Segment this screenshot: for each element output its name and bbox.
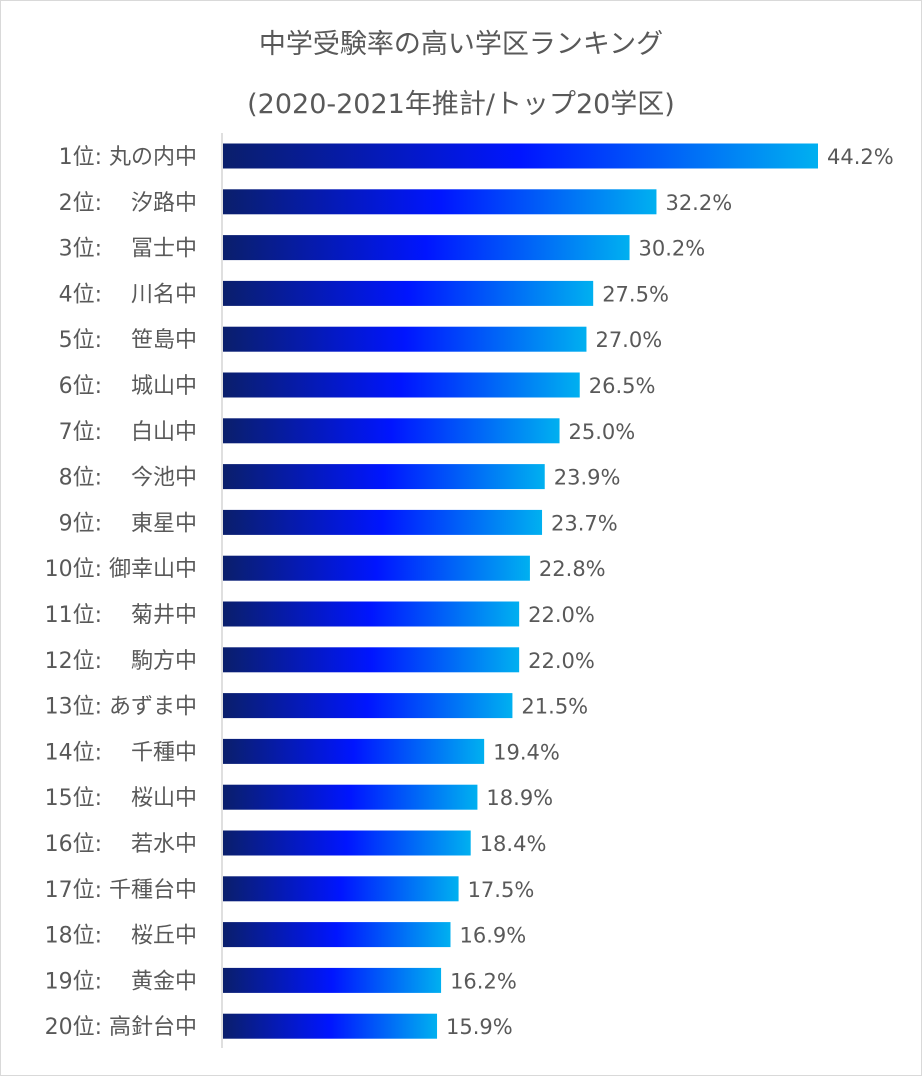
data-label: 27.5% bbox=[602, 282, 669, 306]
category-label: 8位: 今池中 bbox=[59, 466, 197, 491]
category-label: 4位: 川名中 bbox=[59, 282, 197, 307]
category-label: 6位: 城山中 bbox=[59, 374, 197, 399]
data-label: 18.4% bbox=[480, 832, 547, 856]
category-label: 2位: 汐路中 bbox=[59, 191, 197, 216]
bar bbox=[223, 326, 587, 352]
category-label: 9位: 東星中 bbox=[59, 511, 197, 536]
bar bbox=[223, 830, 471, 856]
data-label: 21.5% bbox=[521, 695, 588, 719]
data-label: 27.0% bbox=[595, 328, 662, 352]
category-label: 5位: 笹島中 bbox=[59, 328, 197, 353]
bar bbox=[223, 784, 478, 810]
category-label: 18位: 桜丘中 bbox=[45, 924, 197, 949]
category-label: 13位: あずま中 bbox=[45, 695, 197, 720]
category-label: 10位: 御幸山中 bbox=[45, 557, 197, 582]
data-label: 32.2% bbox=[665, 191, 732, 215]
category-label: 3位: 冨士中 bbox=[59, 237, 197, 262]
category-label: 12位: 駒方中 bbox=[45, 649, 197, 674]
data-label: 22.0% bbox=[528, 603, 595, 627]
chart-title: 中学受験率の高い学区ランキング bbox=[258, 29, 664, 60]
chart-subtitle: (2020-2021年推計/トップ20学区) bbox=[247, 89, 675, 120]
bar bbox=[223, 738, 485, 764]
data-label: 23.7% bbox=[551, 511, 618, 535]
bar bbox=[223, 555, 530, 581]
category-label: 17位: 千種台中 bbox=[45, 878, 197, 903]
bar bbox=[223, 235, 630, 261]
data-label: 16.9% bbox=[460, 924, 527, 948]
bar bbox=[223, 372, 580, 398]
category-label: 7位: 白山中 bbox=[59, 420, 197, 445]
category-label: 15位: 桜山中 bbox=[45, 786, 197, 811]
bar bbox=[223, 418, 560, 444]
category-label: 11位: 菊井中 bbox=[45, 603, 197, 628]
bar bbox=[223, 647, 520, 673]
bar bbox=[223, 1013, 438, 1039]
data-label: 18.9% bbox=[486, 786, 553, 810]
category-label: 14位: 千種中 bbox=[45, 740, 197, 765]
bar bbox=[223, 693, 513, 719]
data-label: 22.8% bbox=[539, 557, 606, 581]
data-label: 26.5% bbox=[589, 374, 656, 398]
bar bbox=[223, 509, 543, 535]
bar bbox=[223, 189, 657, 215]
bar bbox=[223, 876, 459, 902]
category-label: 16位: 若水中 bbox=[45, 832, 197, 857]
category-label: 1位: 丸の内中 bbox=[59, 145, 197, 170]
data-label: 16.2% bbox=[450, 969, 517, 993]
data-label: 23.9% bbox=[554, 466, 621, 490]
bar bbox=[223, 280, 594, 306]
data-label: 25.0% bbox=[569, 420, 636, 444]
bar bbox=[223, 601, 520, 627]
data-label: 30.2% bbox=[639, 237, 706, 261]
data-label: 19.4% bbox=[493, 740, 560, 764]
data-label: 15.9% bbox=[446, 1015, 513, 1039]
category-label: 19位: 黄金中 bbox=[45, 969, 197, 994]
data-label: 17.5% bbox=[468, 878, 535, 902]
bar bbox=[223, 922, 451, 948]
bar bbox=[223, 464, 545, 490]
bar bbox=[223, 143, 818, 169]
data-label: 44.2% bbox=[827, 145, 894, 169]
data-label: 22.0% bbox=[528, 649, 595, 673]
bar bbox=[223, 967, 442, 993]
category-label: 20位: 高針台中 bbox=[45, 1015, 197, 1040]
